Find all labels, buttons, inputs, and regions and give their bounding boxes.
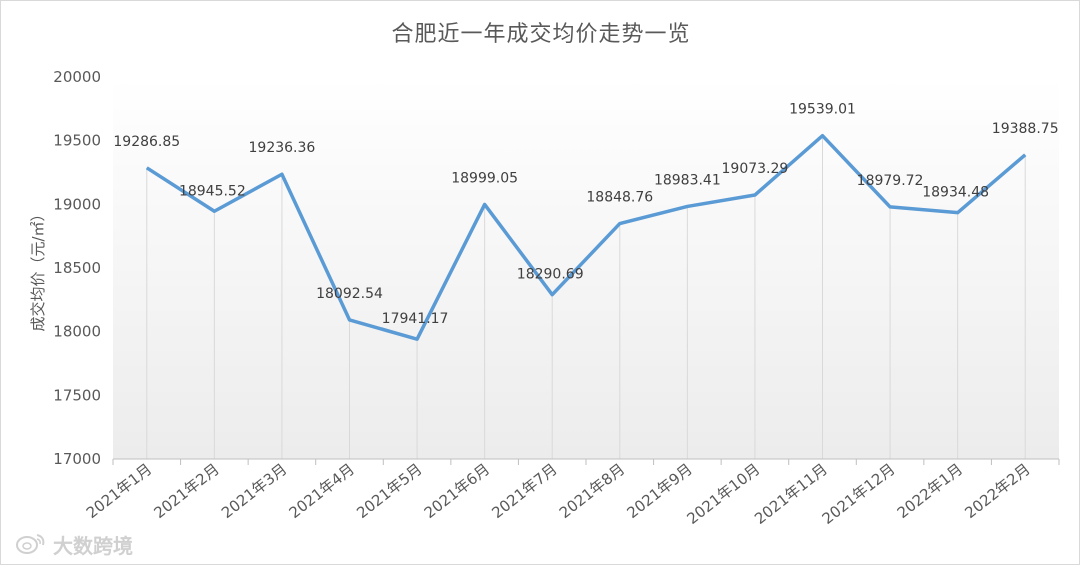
data-label: 19236.36: [249, 140, 316, 156]
y-axis-ticks: 17000 17500 18000 18500 19000 19500 20000: [53, 68, 101, 468]
data-label: 17941.17: [382, 311, 449, 327]
y-axis-label: 成交均价（元/㎡）: [29, 206, 47, 331]
y-tick-label: 17500: [53, 386, 101, 404]
data-label: 18290.69: [517, 267, 584, 283]
x-tick-label: 2021年10月: [684, 460, 764, 528]
x-tick-label: 2021年7月: [488, 460, 560, 522]
watermark-text: 大数跨境: [53, 534, 133, 558]
data-labels: 19286.85 18945.52 19236.36 18092.54 17941.17…: [113, 102, 1058, 327]
data-label: 19073.29: [722, 161, 789, 177]
y-tick-label: 18000: [53, 323, 101, 341]
watermark: 大数跨境: [16, 534, 133, 558]
x-tick-label: 2021年12月: [819, 460, 899, 528]
x-tick-label: 2021年8月: [556, 460, 628, 522]
x-tick-label: 2021年5月: [353, 460, 425, 522]
data-label: 19286.85: [113, 134, 180, 150]
x-tick-label: 2021年4月: [286, 460, 358, 522]
data-label: 18983.41: [654, 172, 721, 188]
y-tick-label: 17000: [53, 450, 101, 468]
data-label: 18945.52: [179, 183, 246, 199]
data-label: 18848.76: [586, 190, 653, 206]
data-label: 19388.75: [992, 121, 1059, 137]
data-label: 18092.54: [316, 286, 383, 302]
data-label: 18934.48: [922, 185, 989, 201]
plot-area: [113, 77, 1059, 459]
x-tick-label: 2022年1月: [894, 460, 966, 522]
x-axis-ticks: [112, 459, 1060, 465]
x-tick-label: 2022年2月: [961, 460, 1033, 522]
x-tick-label: 2021年3月: [218, 460, 290, 522]
x-tick-label: 2021年2月: [150, 460, 222, 522]
series-line: [145, 133, 1027, 341]
x-tick-label: 2021年6月: [421, 460, 493, 522]
y-tick-label: 19000: [53, 195, 101, 213]
x-tick-label: 2021年1月: [83, 460, 155, 522]
data-label: 18979.72: [857, 173, 924, 189]
y-tick-label: 19500: [53, 132, 101, 150]
weibo-logo-icon: [16, 534, 45, 554]
chart-title: 合肥近一年成交均价走势一览: [391, 22, 690, 47]
y-tick-label: 18500: [53, 259, 101, 277]
y-tick-label: 20000: [53, 68, 101, 86]
drop-lines: [146, 135, 1026, 459]
data-label: 18999.05: [451, 170, 518, 186]
x-axis-labels: 2021年1月2021年2月2021年3月2021年4月2021年5月2021年…: [83, 460, 1034, 528]
data-label: 19539.01: [789, 102, 856, 118]
x-tick-label: 2021年11月: [751, 460, 831, 528]
